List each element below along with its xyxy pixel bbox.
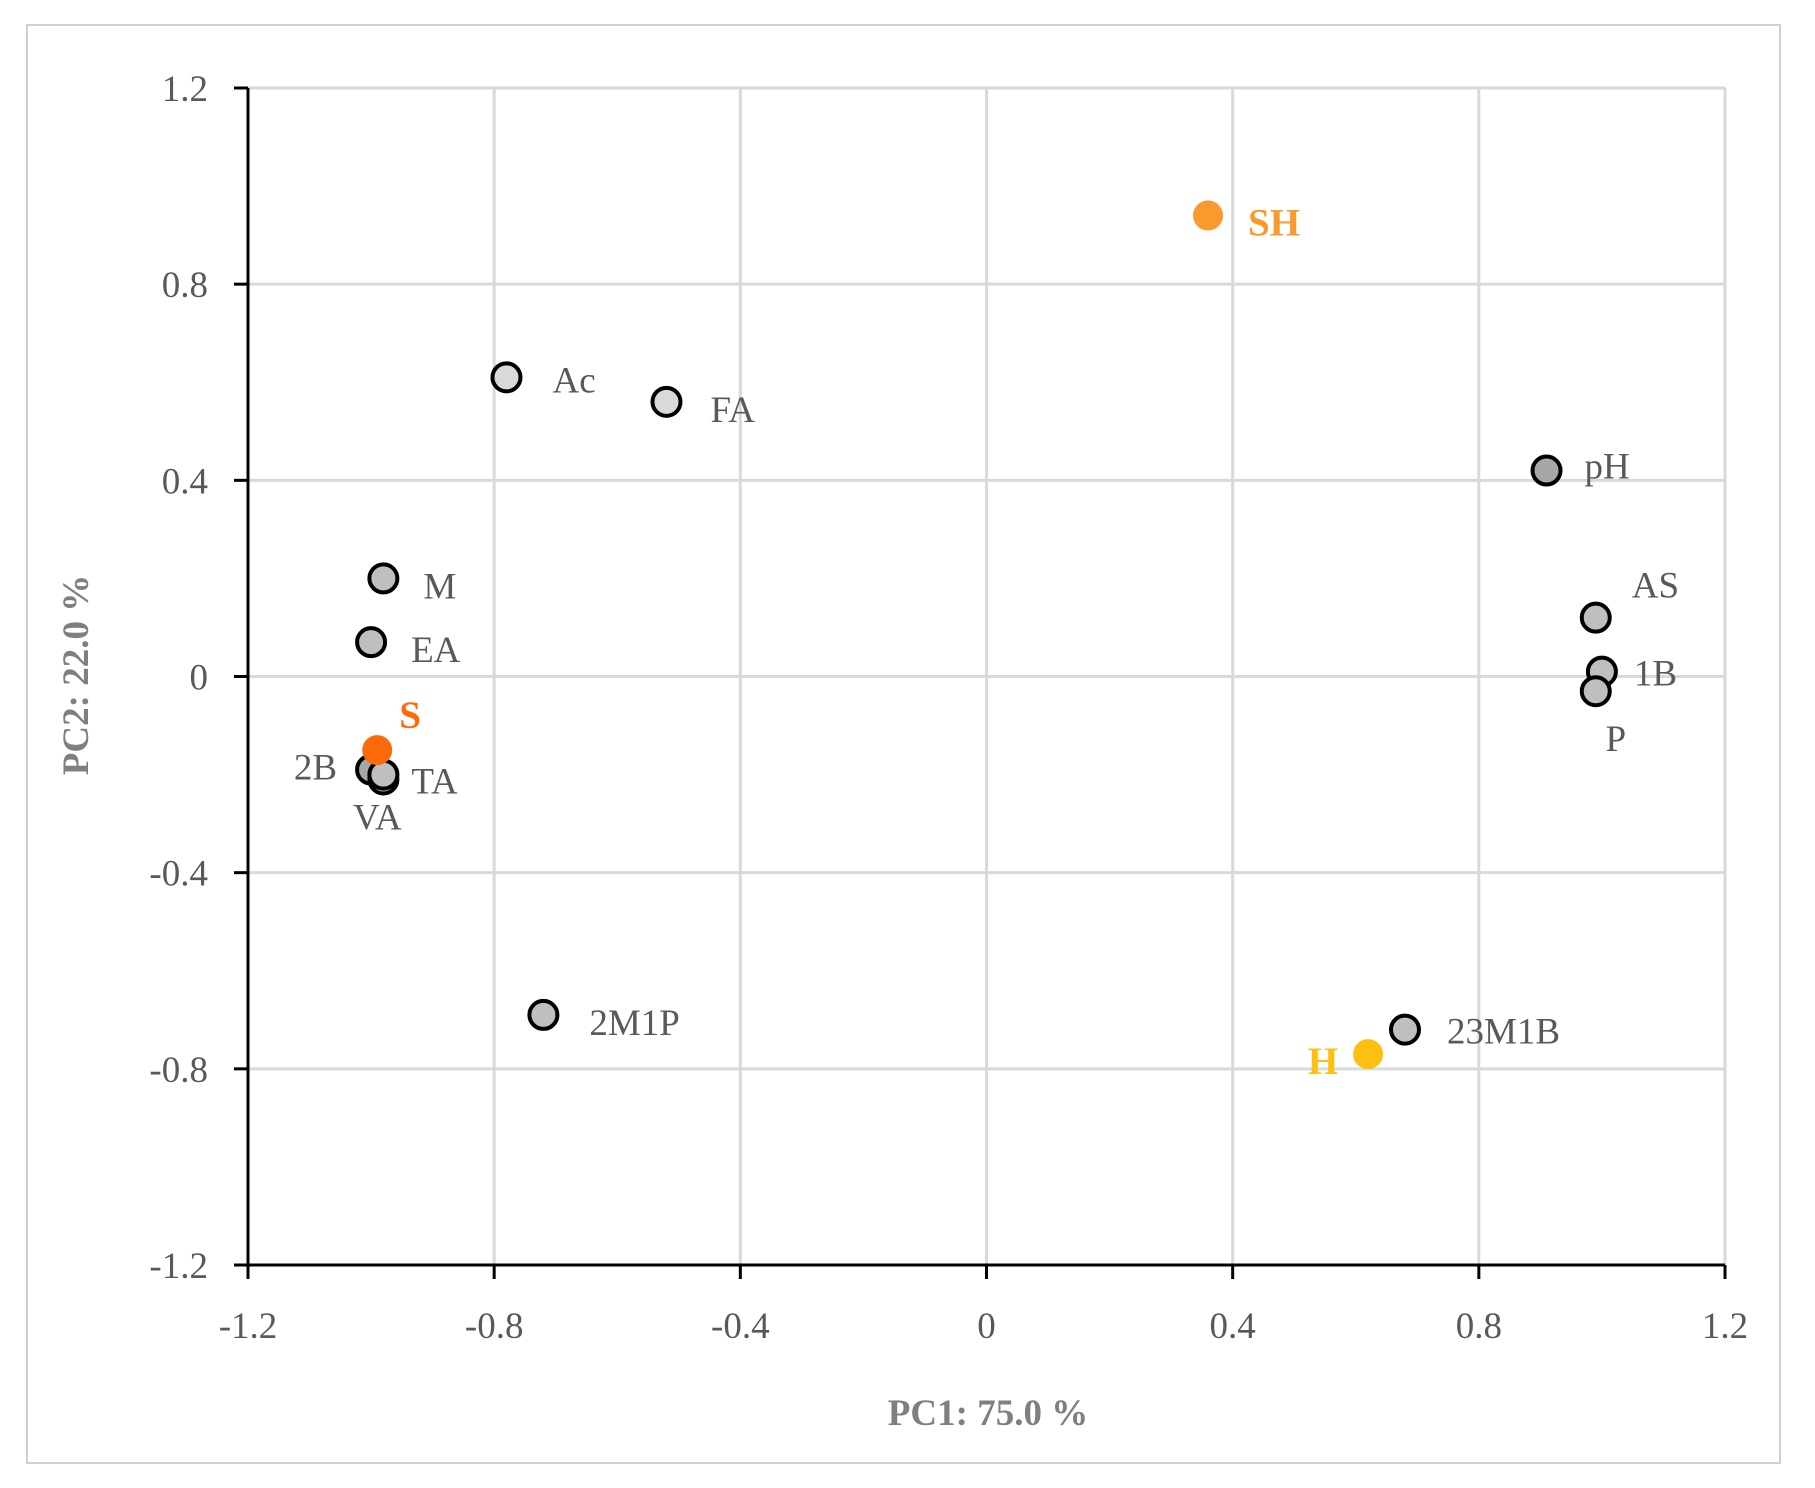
observation-label-sh: SH	[1248, 202, 1300, 245]
y-axis-title: PC2: 22.0 %	[56, 575, 97, 775]
variable-label-2m1p: 2M1P	[589, 1003, 679, 1044]
observation-point-sh	[1193, 200, 1224, 231]
x-tick-label: 1.2	[1702, 1306, 1748, 1347]
variable-label-ph: pH	[1585, 447, 1630, 488]
variable-point-p	[1579, 675, 1612, 708]
variable-label-2b: 2B	[294, 748, 337, 789]
variable-point-m	[367, 562, 400, 595]
y-tick-label: 0.4	[162, 461, 208, 502]
variable-label-as: AS	[1632, 566, 1679, 607]
variable-point-2m1p	[527, 998, 560, 1031]
x-tick-label: 0.8	[1456, 1306, 1502, 1347]
y-tick-label: -0.4	[149, 854, 208, 895]
y-tick-label: 0.8	[162, 265, 208, 306]
x-tick-label: 0.4	[1210, 1306, 1256, 1347]
variable-point-va	[367, 758, 400, 791]
variable-point-ea	[355, 626, 388, 659]
variable-label-m: M	[423, 566, 456, 607]
variable-point-fa	[650, 385, 683, 418]
x-tick-label: -0.4	[711, 1306, 770, 1347]
x-tick-labels: -1.2 -0.8 -0.4 0 0.4 0.8 1.2	[219, 1306, 1748, 1347]
variable-label-fa: FA	[710, 390, 755, 431]
x-axis-title: PC1: 75.0 %	[888, 1393, 1088, 1434]
variable-label-ac: Ac	[552, 360, 595, 401]
axes	[234, 86, 1727, 1279]
observation-point-s	[362, 735, 393, 766]
variable-label-va: VA	[353, 798, 402, 839]
y-tick-label: 1.2	[162, 69, 208, 110]
y-tick-label: -0.8	[149, 1050, 208, 1091]
variable-label-23m1b: 23M1B	[1447, 1012, 1560, 1053]
gridlines	[248, 86, 1727, 1265]
y-tick-labels: 1.2 0.8 0.4 0 -0.4 -0.8 -1.2	[149, 69, 208, 1287]
chart-frame	[26, 24, 1781, 1464]
variable-point-as	[1579, 601, 1612, 634]
y-tick-label: 0	[190, 658, 209, 699]
variable-label-ta: TA	[411, 761, 458, 802]
variable-point-ac	[490, 361, 523, 394]
observation-label-h: H	[1308, 1040, 1338, 1083]
variable-label-p: P	[1605, 719, 1626, 760]
x-tick-label: -0.8	[465, 1306, 524, 1347]
x-tick-label: -1.2	[219, 1306, 278, 1347]
variable-point-23m1b	[1388, 1013, 1421, 1046]
variable-point-ph	[1530, 454, 1563, 487]
variable-label-1b: 1B	[1634, 654, 1677, 695]
y-tick-label: -1.2	[149, 1246, 208, 1287]
observation-label-s: S	[399, 694, 421, 737]
x-tick-label: 0	[977, 1306, 996, 1347]
variable-label-ea: EA	[411, 630, 461, 671]
observation-point-h	[1353, 1039, 1384, 1070]
data-points	[355, 200, 1618, 1070]
